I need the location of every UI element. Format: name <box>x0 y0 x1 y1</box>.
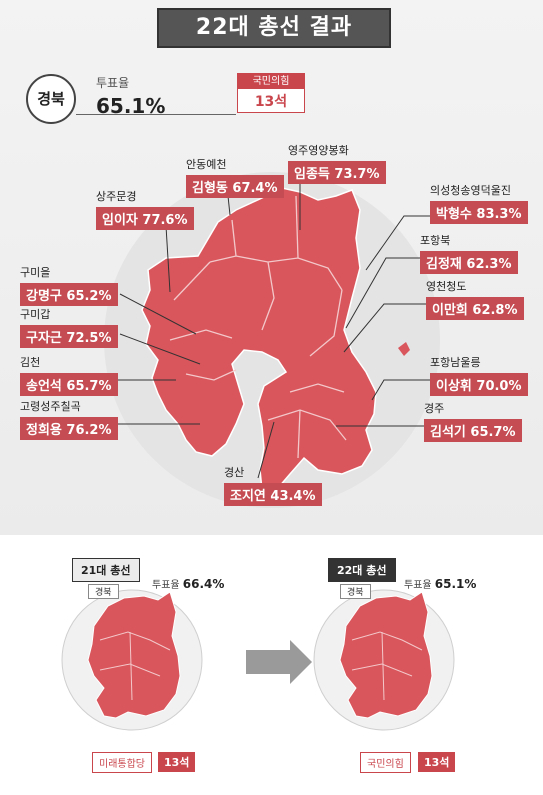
winner-label: 이만희 62.8% <box>426 297 524 320</box>
district-name: 고령성주칠곡 <box>20 400 81 413</box>
district-name: 영주영양봉화 <box>288 144 349 157</box>
district-name: 구미갑 <box>20 308 51 321</box>
winner-label: 이상휘 70.0% <box>430 373 528 396</box>
divider-line <box>76 114 236 115</box>
district-label: 안동예천 김형동 67.4% <box>186 156 284 198</box>
mini-map-21st <box>87 591 181 719</box>
election-tag-22nd: 22대 총선 <box>328 558 396 582</box>
arrow-icon <box>246 640 312 684</box>
election-tag-21st: 21대 총선 <box>72 558 140 582</box>
party-seats-box: 국민의힘 13석 <box>237 73 305 113</box>
district-label: 김천 송언석 65.7% <box>20 354 118 396</box>
turnout-label: 투표율 <box>96 76 130 90</box>
winner-label: 강명구 65.2% <box>20 283 118 306</box>
district-label: 구미을 강명구 65.2% <box>20 264 118 306</box>
district-name: 포항북 <box>420 234 451 247</box>
district-name: 구미을 <box>20 266 51 279</box>
district-label: 고령성주칠곡 정희용 76.2% <box>20 398 118 440</box>
winner-label: 구자근 72.5% <box>20 325 118 348</box>
winner-label: 조지연 43.4% <box>224 483 322 506</box>
district-name: 상주문경 <box>96 190 137 203</box>
winner-label: 박형수 83.3% <box>430 201 528 224</box>
mini-party-name: 국민의힘 <box>360 752 411 773</box>
mini-party-seats: 13석 <box>158 752 196 772</box>
district-label: 상주문경 임이자 77.6% <box>96 188 194 230</box>
region-badge: 경북 <box>26 74 76 124</box>
mini-borders-21st <box>99 631 171 701</box>
district-label: 포항북 김정재 62.3% <box>420 232 518 274</box>
district-label: 영천청도 이만희 62.8% <box>426 278 524 320</box>
district-name: 의성청송영덕울진 <box>430 184 511 197</box>
district-name: 포항남울릉 <box>430 356 481 369</box>
district-label: 경산 조지연 43.4% <box>224 464 322 506</box>
leader-lines <box>110 180 432 479</box>
district-name: 경주 <box>424 402 445 415</box>
mini-party-name: 미래통합당 <box>92 752 152 773</box>
district-label: 경주 김석기 65.7% <box>424 400 522 442</box>
winner-label: 임종득 73.7% <box>288 161 386 184</box>
district-label: 포항남울릉 이상휘 70.0% <box>430 354 528 396</box>
mini-region: 경북 <box>88 584 119 599</box>
mini-turnout-value: 65.1% <box>434 577 477 591</box>
winner-label: 정희용 76.2% <box>20 417 118 440</box>
page-title: 22대 총선 결과 <box>157 8 391 48</box>
winner-label: 김정재 62.3% <box>420 251 518 274</box>
party-seats: 13석 <box>254 94 288 110</box>
mini-turnout-label: 투표율 <box>404 580 432 591</box>
winner-label: 김석기 65.7% <box>424 419 522 442</box>
mini-borders-22nd <box>351 631 423 701</box>
mini-turnout-label: 투표율 <box>152 580 180 591</box>
gyeongbuk-map <box>141 187 377 491</box>
district-name: 안동예천 <box>186 158 227 171</box>
district-label: 구미갑 구자근 72.5% <box>20 306 118 348</box>
district-borders <box>169 195 347 459</box>
winner-label: 임이자 77.6% <box>96 207 194 230</box>
mini-turnout: 투표율 66.4% <box>152 576 224 591</box>
district-name: 영천청도 <box>426 280 467 293</box>
ulleung-island <box>398 342 410 356</box>
mini-map-22nd <box>339 591 433 719</box>
mini-party-seats: 13석 <box>418 752 456 772</box>
mini-turnout-value: 66.4% <box>182 577 225 591</box>
winner-label: 김형동 67.4% <box>186 175 284 198</box>
district-name: 경산 <box>224 466 245 479</box>
district-label: 영주영양봉화 임종득 73.7% <box>288 142 386 184</box>
mini-turnout: 투표율 65.1% <box>404 576 476 591</box>
mini-region: 경북 <box>340 584 371 599</box>
winner-label: 송언석 65.7% <box>20 373 118 396</box>
party-name: 국민의힘 <box>238 74 304 89</box>
district-name: 김천 <box>20 356 41 369</box>
district-label: 의성청송영덕울진 박형수 83.3% <box>430 182 528 224</box>
